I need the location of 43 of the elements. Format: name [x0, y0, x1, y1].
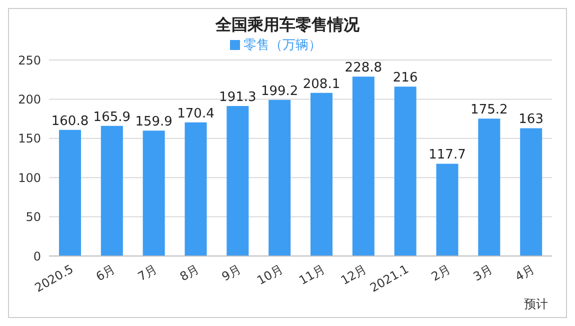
y-tick-label: 150 — [18, 132, 41, 146]
y-tick-label: 50 — [26, 210, 41, 224]
legend-label: 零售（万辆） — [244, 38, 322, 53]
x-tick-label: 12月 — [338, 262, 370, 288]
bar — [184, 122, 207, 256]
data-label: 191.3 — [219, 90, 256, 106]
bar — [226, 106, 249, 256]
data-label: 228.8 — [344, 60, 382, 76]
x-tick-label: 7月 — [136, 262, 160, 284]
bar — [394, 86, 416, 256]
bar — [59, 130, 81, 256]
data-label: 165.9 — [93, 110, 131, 125]
bar — [520, 128, 542, 256]
bar — [436, 164, 458, 256]
data-label: 199.2 — [260, 84, 298, 99]
x-tick-label: 3月 — [470, 262, 495, 284]
data-label: 175.2 — [470, 102, 508, 118]
data-label: 216 — [392, 70, 418, 86]
y-tick-label: 0 — [33, 249, 41, 264]
y-tick-label: 200 — [18, 92, 41, 106]
x-tick-label: 4月 — [512, 262, 537, 284]
y-tick-label: 250 — [18, 53, 41, 68]
x-tick-label: 8月 — [177, 262, 202, 284]
bar — [268, 100, 291, 256]
data-label: 159.9 — [135, 114, 172, 130]
text: 预计 — [524, 296, 548, 313]
x-tick-label: 9月 — [219, 262, 244, 284]
x-tick-label: 10月 — [254, 262, 286, 288]
bar — [310, 92, 332, 256]
data-label: 170.4 — [177, 106, 214, 122]
data-label: 117.7 — [428, 148, 466, 163]
y-tick-label: 100 — [18, 170, 41, 185]
chart-title: 全国乘用车零售情况 — [214, 15, 360, 36]
data-label: 160.8 — [51, 114, 89, 129]
bar — [100, 126, 123, 256]
data-label: 208.1 — [302, 76, 340, 92]
bar — [142, 130, 165, 256]
x-tick-label: 11月 — [296, 262, 328, 288]
bar — [478, 118, 500, 256]
bar — [352, 76, 374, 256]
x-tick-label: 2月 — [428, 262, 453, 284]
data-label: 163 — [518, 112, 544, 128]
x-tick-label: 6月 — [94, 262, 118, 284]
